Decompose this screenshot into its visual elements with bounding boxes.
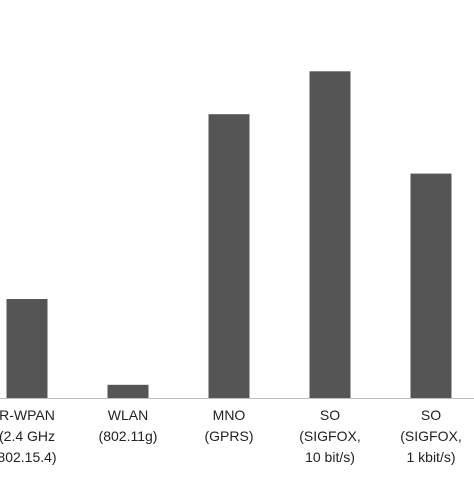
x-tick-label-0: R-WPAN (2.4 GHz 802.15.4) [0, 407, 57, 465]
x-tick-label-2: MNO (GPRS) [205, 407, 254, 444]
bar-4 [410, 173, 452, 398]
x-tick-label-4: SO (SIGFOX, 1 kbit/s) [400, 407, 461, 465]
x-tick-label-4-line-0: SO [421, 407, 441, 423]
x-tick-label-0-line-0: R-WPAN [0, 407, 55, 423]
x-tick-label-4-line-2: 1 kbit/s) [406, 449, 455, 465]
bar-0 [6, 299, 48, 398]
bar-3 [309, 71, 351, 399]
x-tick-label-1-line-1: (802.11g) [99, 428, 158, 444]
x-tick-label-3-line-1: (SIGFOX, [299, 428, 360, 444]
bar-1 [107, 384, 149, 398]
x-tick-label-1-line-0: WLAN [108, 407, 148, 423]
bars-group [6, 71, 452, 399]
x-tick-label-0-line-2: 802.15.4) [0, 449, 57, 465]
bar-2 [208, 114, 250, 398]
x-tick-label-4-line-1: (SIGFOX, [400, 428, 461, 444]
x-tick-labels: R-WPAN (2.4 GHz 802.15.4) WLAN (802.11g) MNO (… [0, 407, 462, 465]
x-tick-label-3: SO (SIGFOX, 10 bit/s) [299, 407, 360, 465]
x-tick-label-3-line-0: SO [320, 407, 340, 423]
x-tick-label-2-line-1: (GPRS) [205, 428, 254, 444]
x-tick-label-3-line-2: 10 bit/s) [305, 449, 355, 465]
x-tick-label-1: WLAN (802.11g) [99, 407, 158, 444]
x-tick-label-2-line-0: MNO [213, 407, 246, 423]
x-tick-label-0-line-1: (2.4 GHz [0, 428, 55, 444]
